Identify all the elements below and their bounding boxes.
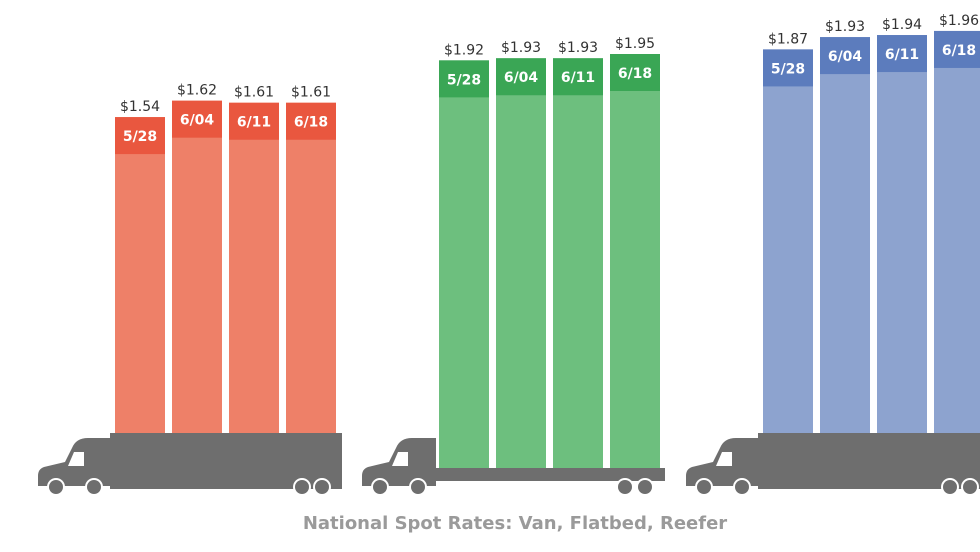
bar-6-11: 6/11 $1.93: [553, 40, 603, 468]
bar-body: [610, 54, 660, 468]
bar-cap: [439, 60, 489, 98]
bar-6-18: 6/18 $1.61: [286, 85, 336, 433]
truck-wheel: [735, 480, 749, 494]
truck-wheel: [87, 480, 101, 494]
bar-cap: [286, 102, 336, 140]
bar-cap: [820, 37, 870, 75]
truck-wheel: [411, 480, 425, 494]
date-label: 6/11: [561, 70, 595, 86]
bar-body: [172, 100, 222, 433]
truck-group-2: 5/28 $1.92 6/04 $1.93 6/11 $1.93 6/18 $1.95: [362, 36, 665, 496]
price-label: $1.93: [558, 40, 598, 56]
bar-cap: [115, 117, 165, 155]
bar-body: [553, 58, 603, 468]
date-label: 5/28: [447, 72, 481, 88]
date-label: 6/18: [942, 43, 976, 59]
truck-wheel: [697, 480, 711, 494]
date-label: 6/04: [504, 70, 539, 86]
date-label: 6/18: [294, 115, 328, 131]
bar-body: [877, 35, 927, 434]
bar-6-11: 6/11 $1.61: [229, 85, 279, 433]
bar-cap: [172, 100, 222, 138]
bar-body: [820, 37, 870, 433]
truck-wheel: [49, 480, 63, 494]
bar-body: [934, 30, 980, 433]
price-label: $1.96: [939, 13, 979, 29]
date-label: 5/28: [771, 61, 805, 77]
truck-wheel: [963, 480, 977, 494]
price-label: $1.94: [882, 17, 922, 33]
truck-wheel: [638, 480, 652, 494]
cab-window: [716, 452, 732, 466]
truck-group-1: 5/28 $1.54 6/04 $1.62 6/11 $1.61 6/18 $1.61: [38, 83, 342, 496]
bar-cap: [229, 102, 279, 140]
price-label: $1.93: [825, 19, 865, 35]
bar-5-28: 5/28 $1.92: [439, 42, 489, 468]
price-label: $1.92: [444, 42, 484, 58]
price-label: $1.54: [120, 99, 160, 115]
bar-6-04: 6/04 $1.62: [172, 83, 222, 433]
date-label: 6/11: [885, 47, 919, 63]
truck-wheel: [943, 480, 957, 494]
bar-6-04: 6/04 $1.93: [496, 40, 546, 468]
bar-5-28: 5/28 $1.87: [763, 31, 813, 434]
truck-wheel: [315, 480, 329, 494]
chart-title: National Spot Rates: Van, Flatbed, Reefe…: [303, 513, 727, 534]
bar-body: [286, 102, 336, 433]
bar-cap: [763, 49, 813, 87]
date-label: 6/04: [180, 113, 215, 129]
bar-6-18: 6/18 $1.96: [934, 13, 980, 433]
bar-body: [496, 58, 546, 468]
bar-body: [439, 60, 489, 468]
date-label: 6/11: [237, 115, 271, 131]
date-label: 5/28: [123, 129, 157, 145]
price-label: $1.95: [615, 36, 655, 52]
trailer-bed: [434, 468, 665, 481]
trailer-bed: [758, 433, 980, 489]
bar-body: [115, 117, 165, 433]
date-label: 6/18: [618, 66, 652, 82]
bar-body: [763, 49, 813, 434]
cab-window: [68, 452, 84, 466]
price-label: $1.62: [177, 83, 217, 99]
truck-wheel: [373, 480, 387, 494]
price-label: $1.61: [291, 85, 331, 101]
bar-body: [229, 102, 279, 433]
truck-wheel: [618, 480, 632, 494]
bar-5-28: 5/28 $1.54: [115, 99, 165, 433]
bar-cap: [496, 58, 546, 96]
bar-cap: [553, 58, 603, 96]
bar-cap: [610, 54, 660, 91]
bar-6-18: 6/18 $1.95: [610, 36, 660, 468]
date-label: 6/04: [828, 49, 863, 65]
truck-wheel: [295, 480, 309, 494]
cab-window: [392, 452, 408, 466]
truck-group-3: 5/28 $1.87 6/04 $1.93 6/11 $1.94 6/18 $1.96: [686, 13, 980, 496]
bar-cap: [934, 30, 980, 68]
price-label: $1.87: [768, 31, 808, 47]
bar-cap: [877, 35, 927, 73]
bar-6-11: 6/11 $1.94: [877, 17, 927, 434]
price-label: $1.61: [234, 85, 274, 101]
bar-6-04: 6/04 $1.93: [820, 19, 870, 433]
price-label: $1.93: [501, 40, 541, 56]
